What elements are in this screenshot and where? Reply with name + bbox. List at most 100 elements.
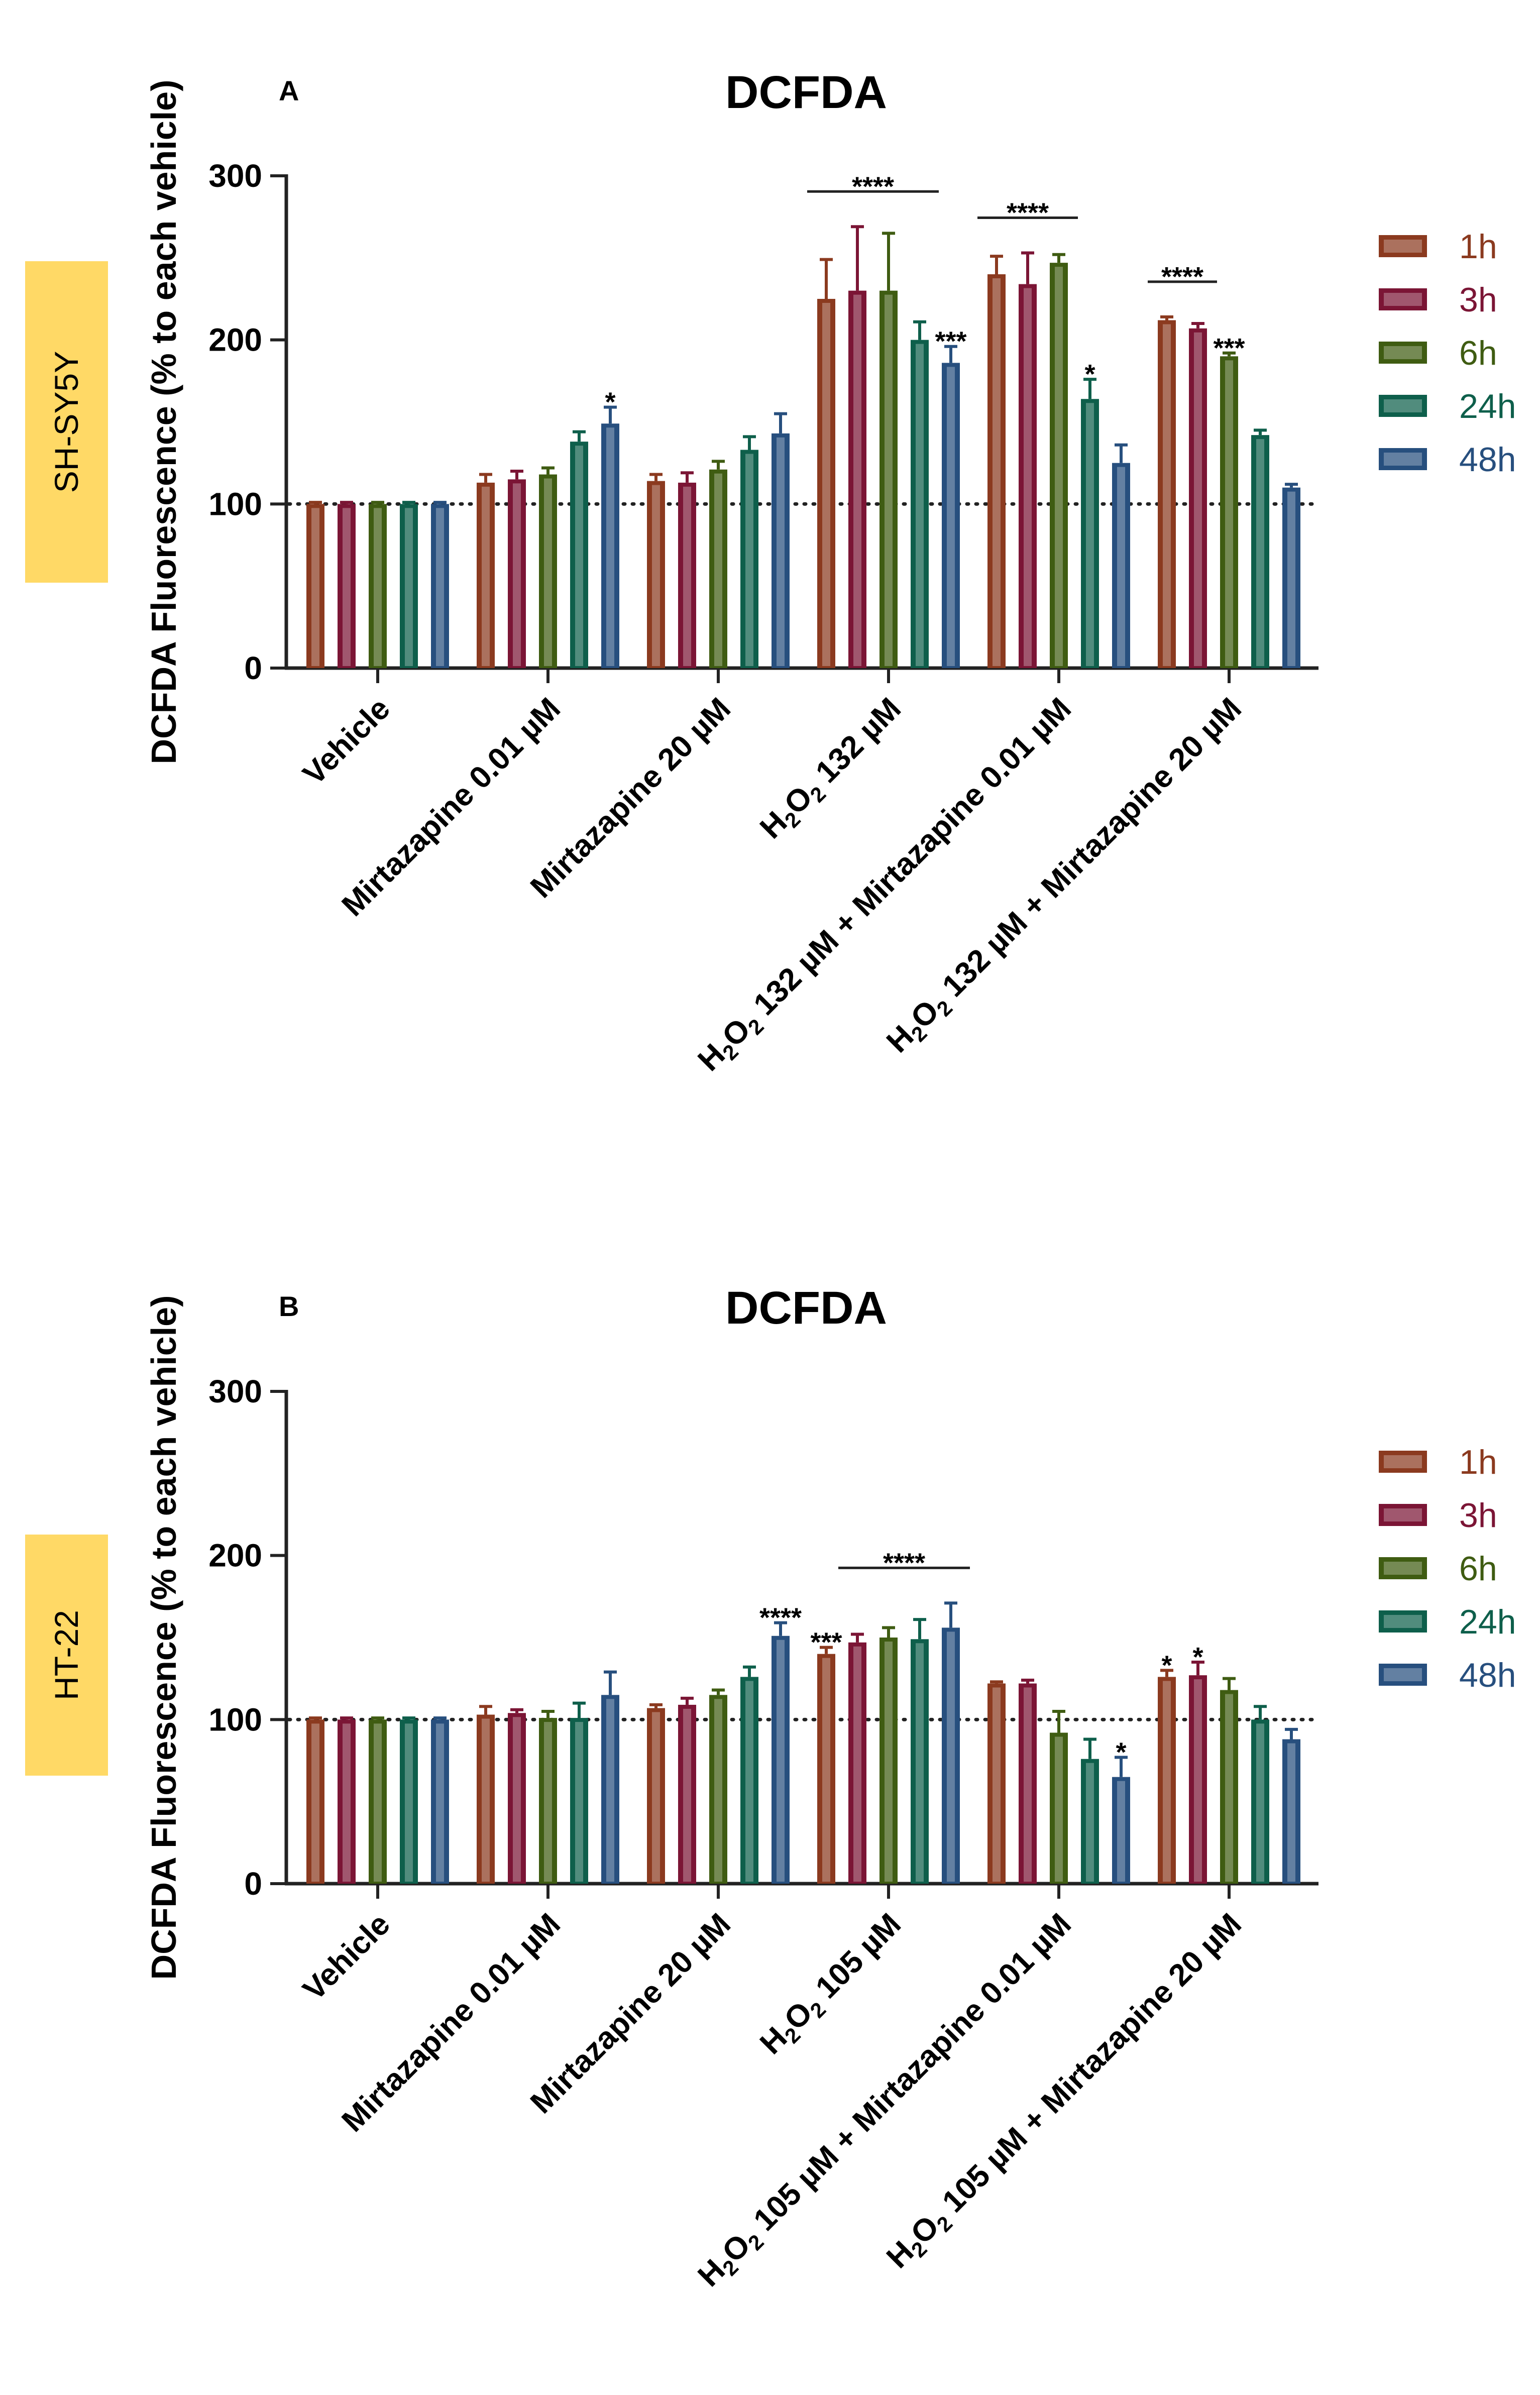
legend-item-1h: 1h (1379, 1443, 1497, 1481)
legend-item-1h: 1h (1379, 228, 1497, 266)
bar-highlight (916, 344, 924, 666)
category-label: H2O2 132 µM + Mirtazapine 20 µM (880, 691, 1251, 1062)
bar-highlight (993, 1687, 1001, 1882)
chart-panel-b: B DCFDA HT-22 DCFDA Fluorescence (% to each… (25, 1282, 1516, 2296)
bar-highlight (652, 1712, 660, 1882)
legend-swatch-highlight (1384, 1668, 1422, 1681)
bar-highlight (1163, 1681, 1171, 1882)
legend-swatch-highlight (1384, 240, 1422, 253)
y-tick-label: 300 (208, 158, 262, 194)
legend-item-6h: 6h (1379, 1550, 1497, 1588)
bar-highlight (606, 1699, 614, 1882)
legend-item-24h: 24h (1379, 387, 1516, 425)
significance-label: **** (759, 1603, 802, 1633)
bar-highlight (745, 454, 753, 666)
bar-highlight (822, 303, 830, 666)
legend-label: 24h (1459, 387, 1516, 425)
y-axis-label: DCFDA Fluorescence (% to each vehicle) (144, 1295, 183, 1980)
bar-highlight (482, 486, 490, 666)
significance-label: **** (883, 1548, 925, 1578)
y-tick-label: 0 (244, 650, 262, 686)
bar-highlight (916, 1643, 924, 1882)
bar-highlight (1117, 1781, 1125, 1882)
bar-highlight (606, 427, 614, 666)
bar-highlight (993, 278, 1001, 666)
bar-highlight (482, 1718, 490, 1882)
bar-highlight (405, 1723, 413, 1882)
y-tick-label: 200 (208, 322, 262, 358)
bar-highlight (853, 1646, 861, 1882)
bar-highlight (1024, 1687, 1032, 1882)
legend-item-6h: 6h (1379, 334, 1497, 372)
y-tick-label: 0 (244, 1866, 262, 1902)
legend-swatch-highlight (1384, 1562, 1422, 1575)
category-label: H2O2 105 µM + Mirtazapine 20 µM (880, 1907, 1251, 2277)
cell-line-badge: HT-22 (25, 1535, 108, 1776)
bar-highlight (683, 1708, 691, 1882)
cell-line-badge-bg (25, 1535, 108, 1776)
bar-highlight (652, 485, 660, 666)
significance-label: **** (852, 171, 894, 201)
chart-title: DCFDA (725, 67, 887, 118)
legend-label: 1h (1459, 228, 1497, 266)
bar-highlight (405, 508, 413, 666)
legend-label: 6h (1459, 334, 1497, 372)
bar-highlight (513, 1717, 521, 1882)
bar-highlight (1163, 324, 1171, 666)
bar-highlight (343, 1723, 351, 1882)
category-label: Vehicle (296, 1907, 397, 2007)
bar-highlight (853, 294, 861, 666)
bar-highlight (513, 483, 521, 666)
legend-item-3h: 3h (1379, 1496, 1497, 1535)
bar-highlight (714, 1699, 722, 1882)
bar-highlight (1225, 1694, 1233, 1882)
category-label: H2O2 105 µM (753, 1907, 910, 2063)
significance-label: * (1192, 1642, 1203, 1672)
bar-highlight (947, 367, 955, 666)
legend-swatch-highlight (1384, 399, 1422, 412)
category-label: H2O2 105 µM + Mirtazapine 0.01 µM (691, 1907, 1080, 2296)
category-label: H2O2 132 µM (753, 691, 910, 848)
bar-highlight (374, 1723, 382, 1882)
bar-highlight (544, 1722, 552, 1882)
legend-label: 48h (1459, 1656, 1516, 1694)
significance-label: * (605, 387, 615, 417)
legend-swatch-highlight (1384, 1455, 1422, 1468)
significance-label: *** (810, 1627, 842, 1658)
cell-line-badge-bg (25, 261, 108, 583)
y-axis-label: DCFDA Fluorescence (% to each vehicle) (144, 80, 183, 765)
bar-highlight (1256, 1723, 1264, 1882)
significance-label: *** (1213, 333, 1245, 363)
legend-item-3h: 3h (1379, 281, 1497, 319)
bar-highlight (822, 1658, 830, 1882)
legend-swatch-highlight (1384, 346, 1422, 359)
legend-swatch-highlight (1384, 1615, 1422, 1628)
legend-label: 6h (1459, 1550, 1497, 1588)
legend-label: 3h (1459, 1496, 1497, 1535)
bar-highlight (714, 473, 722, 666)
legend-swatch-highlight (1384, 453, 1422, 466)
panel-letter: A (279, 75, 299, 106)
significance-label: **** (1007, 198, 1049, 228)
bar-highlight (1287, 1743, 1295, 1882)
cell-line-badge: SH-SY5Y (25, 261, 108, 583)
bar-highlight (745, 1681, 753, 1882)
legend-item-48h: 48h (1379, 441, 1516, 479)
bar-highlight (947, 1631, 955, 1882)
cell-line-label: SH-SY5Y (48, 351, 85, 493)
legend-label: 48h (1459, 441, 1516, 479)
bar-highlight (1256, 439, 1264, 666)
y-tick-label: 100 (208, 486, 262, 522)
bar-highlight (374, 508, 382, 666)
panel-letter: B (279, 1290, 299, 1322)
bar-highlight (311, 1723, 319, 1882)
bar-highlight (1287, 491, 1295, 666)
significance-label: **** (1161, 262, 1203, 292)
significance-label: *** (935, 326, 966, 357)
legend-item-24h: 24h (1379, 1603, 1516, 1641)
category-label: H2O2 132 µM + Mirtazapine 0.01 µM (691, 691, 1080, 1080)
bar-highlight (1086, 403, 1094, 666)
bar-highlight (1086, 1763, 1094, 1882)
significance-label: * (1084, 359, 1095, 389)
